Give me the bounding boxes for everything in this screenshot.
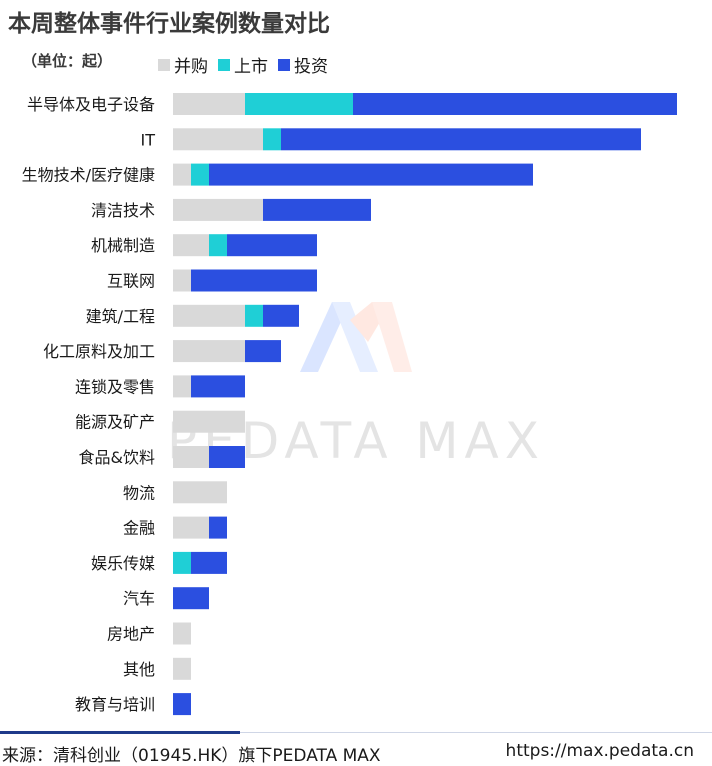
category-labels: 半导体及电子设备 IT 生物技术/医疗健康清洁技术机械制造互联网建筑/工程化工原料及…: [22, 95, 156, 714]
bar-segment-merger: [173, 269, 191, 292]
bars-group: [173, 93, 677, 716]
category-label: 物流: [123, 483, 155, 502]
bar-segment-investment: [191, 375, 245, 398]
bar-segment-merger: [173, 446, 209, 468]
bar-segment-investment: [281, 128, 641, 151]
footer-accent-bar: [0, 731, 240, 734]
legend-item-investment: 投资: [278, 52, 328, 77]
bar-segment-investment: [173, 693, 191, 716]
footer-source: 来源：清科创业（01945.HK）旗下PEDATA MAX: [2, 746, 381, 766]
category-label: 金融: [123, 519, 155, 538]
category-label: 娱乐传媒: [91, 554, 155, 573]
bar-segment-investment: [209, 446, 245, 468]
footer-url: https://max.pedata.cn: [505, 741, 694, 761]
bar-segment-ipo: [209, 234, 227, 257]
bar-segment-ipo: [245, 93, 353, 115]
category-label: 机械制造: [91, 236, 155, 255]
bar-segment-ipo: [173, 551, 191, 574]
bar-segment-merger: [173, 234, 209, 257]
bar-segment-ipo: [191, 163, 209, 186]
legend-swatch-ipo: [218, 58, 230, 71]
category-label: 食品&饮料: [79, 448, 155, 467]
category-label: 互联网: [107, 272, 155, 291]
bar-segment-investment: [209, 163, 533, 186]
legend-label-ipo: 上市: [234, 57, 268, 77]
bar-segment-merger: [173, 516, 209, 539]
bar-segment-investment: [245, 340, 281, 363]
category-label: IT: [141, 130, 156, 149]
watermark: PEDATA MAX: [167, 302, 539, 470]
category-label: 连锁及零售: [75, 377, 155, 396]
footer-divider: [0, 732, 712, 733]
bar-segment-investment: [263, 304, 299, 327]
unit-label: （单位：起）: [22, 52, 113, 70]
category-label: 生物技术/医疗健康: [22, 166, 155, 185]
category-label: 半导体及电子设备: [27, 95, 155, 114]
category-label: 其他: [123, 660, 155, 679]
bar-segment-merger: [173, 622, 191, 645]
bar-segment-merger: [173, 340, 245, 363]
bar-segment-merger: [173, 93, 245, 115]
bar-segment-merger: [173, 128, 263, 151]
bar-segment-investment: [353, 93, 677, 115]
legend-swatch-merger: [158, 58, 170, 71]
legend-label-investment: 投资: [294, 57, 328, 77]
category-label: 教育与培训: [75, 695, 155, 714]
chart-title: 本周整体事件行业案例数量对比: [8, 11, 330, 37]
bar-segment-merger: [173, 304, 245, 327]
legend-item-merger: 并购: [158, 52, 208, 77]
category-label: 能源及矿产: [75, 413, 155, 432]
bar-segment-merger: [173, 657, 191, 680]
bar-segment-investment: [173, 587, 209, 610]
bar-segment-merger: [173, 198, 263, 221]
bar-segment-merger: [173, 163, 191, 186]
bar-chart: PEDATA MAX 半导体及电子设备 IT 生物技术/医疗健康清洁技术机械制造互联…: [22, 93, 677, 716]
legend: 并购 上市 投资: [158, 52, 338, 77]
bar-segment-merger: [173, 481, 227, 504]
bar-segment-investment: [209, 516, 227, 539]
bar-segment-merger: [173, 410, 245, 433]
legend-swatch-investment: [278, 58, 290, 71]
bar-segment-investment: [191, 551, 227, 574]
category-label: 化工原料及加工: [43, 342, 155, 361]
bar-segment-merger: [173, 375, 191, 398]
bar-segment-investment: [263, 198, 371, 221]
watermark-logo-icon: [300, 302, 412, 372]
category-label: 建筑/工程: [86, 307, 155, 326]
bar-segment-investment: [191, 269, 317, 292]
category-label: 清洁技术: [91, 201, 155, 220]
legend-item-ipo: 上市: [218, 52, 268, 77]
bar-segment-ipo: [245, 304, 263, 327]
category-label: 汽车: [123, 589, 155, 608]
bar-segment-investment: [227, 234, 317, 257]
legend-label-merger: 并购: [174, 57, 208, 77]
bar-segment-ipo: [263, 128, 281, 151]
category-label: 房地产: [107, 625, 155, 644]
